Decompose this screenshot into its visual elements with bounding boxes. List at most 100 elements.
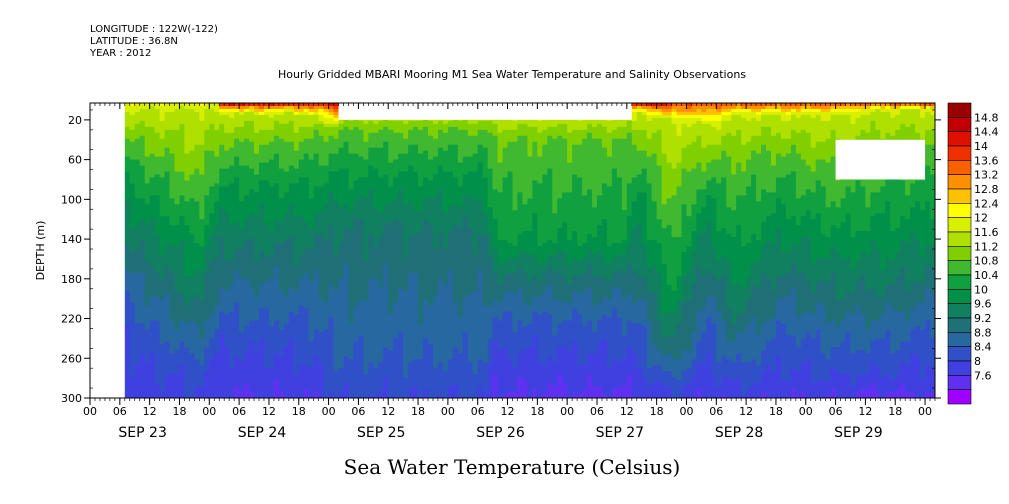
heatmap-cell	[263, 380, 270, 384]
heatmap-cell	[159, 222, 165, 226]
heatmap-cell	[159, 326, 165, 330]
heatmap-cell	[293, 120, 300, 125]
heatmap-cell	[129, 365, 136, 369]
heatmap-cell	[214, 135, 220, 140]
heatmap-cell	[244, 228, 250, 232]
heatmap-cell	[129, 392, 136, 396]
heatmap-cell	[244, 195, 250, 199]
heatmap-cell	[273, 326, 280, 330]
year-label: YEAR : 2012	[90, 48, 152, 59]
heatmap-cell	[259, 180, 265, 184]
heatmap-cell	[204, 111, 210, 116]
heatmap-cell	[293, 341, 300, 345]
heatmap-cell	[129, 254, 136, 259]
heatmap-cell	[234, 249, 240, 253]
heatmap-cell	[164, 335, 170, 339]
heatmap-cell	[263, 228, 270, 232]
heatmap-cell	[338, 180, 344, 184]
heatmap-cell	[159, 383, 165, 387]
heatmap-cell	[189, 329, 195, 333]
heatmap-cell	[204, 195, 210, 199]
heatmap-cell	[164, 344, 170, 348]
heatmap-cell	[129, 356, 136, 360]
heatmap-cell	[149, 335, 156, 339]
heatmap-cell	[214, 219, 220, 223]
heatmap-cell	[283, 332, 290, 336]
heatmap-cell	[249, 257, 255, 262]
heatmap-cell	[318, 350, 325, 354]
heatmap-cell	[328, 335, 334, 339]
heatmap-cell	[328, 272, 334, 277]
heatmap-cell	[194, 231, 200, 235]
heatmap-cell	[273, 237, 280, 241]
heatmap-cell	[134, 103, 141, 107]
heatmap-cell	[318, 317, 325, 321]
heatmap-cell	[273, 183, 280, 187]
heatmap-cell	[219, 338, 225, 342]
heatmap-cell	[239, 365, 245, 369]
heatmap-cell	[234, 207, 240, 211]
heatmap-cell	[323, 159, 329, 163]
heatmap-cell	[219, 141, 225, 146]
heatmap-cell	[278, 192, 285, 196]
heatmap-cell	[293, 356, 300, 360]
heatmap-cell	[244, 111, 250, 116]
heatmap-cell	[154, 290, 160, 295]
heatmap-cell	[184, 338, 190, 342]
heatmap-cell	[204, 281, 210, 286]
heatmap-cell	[278, 111, 285, 116]
heatmap-cell	[288, 165, 295, 169]
heatmap-cell	[323, 374, 329, 378]
heatmap-cell	[288, 278, 295, 283]
heatmap-cell	[184, 308, 190, 312]
heatmap-cell	[308, 249, 315, 253]
heatmap-cell	[244, 272, 250, 277]
heatmap-cell	[318, 123, 325, 128]
heatmap-cell	[194, 275, 200, 280]
heatmap-cell	[328, 359, 334, 363]
heatmap-cell	[254, 198, 260, 202]
heatmap-cell	[318, 302, 325, 307]
heatmap-cell	[224, 171, 230, 175]
heatmap-cell	[149, 344, 156, 348]
heatmap-cell	[129, 374, 136, 378]
heatmap-cell	[333, 350, 339, 354]
heatmap-cell	[273, 135, 280, 140]
heatmap-cell	[259, 144, 265, 149]
heatmap-cell	[154, 365, 160, 369]
heatmap-cell	[323, 275, 329, 280]
heatmap-cell	[254, 189, 260, 193]
heatmap-cell	[278, 281, 285, 286]
heatmap-cell	[129, 153, 136, 158]
heatmap-cell	[298, 210, 305, 214]
heatmap-cell	[244, 231, 250, 235]
heatmap-cell	[189, 314, 195, 318]
heatmap-cell	[273, 219, 280, 223]
heatmap-cell	[194, 192, 200, 196]
heatmap-cell	[159, 165, 165, 169]
heatmap-cell	[164, 195, 170, 199]
heatmap-cell	[219, 377, 225, 381]
heatmap-cell	[323, 153, 329, 158]
heatmap-cell	[318, 332, 325, 336]
heatmap-cell	[303, 237, 310, 241]
heatmap-cell	[318, 186, 325, 190]
heatmap-cell	[303, 302, 310, 307]
heatmap-cell	[204, 290, 210, 295]
heatmap-cell	[199, 251, 205, 256]
heatmap-cell	[169, 356, 175, 360]
heatmap-cell	[169, 302, 175, 307]
heatmap-cell	[194, 225, 200, 229]
heatmap-cell	[184, 314, 190, 318]
heatmap-cell	[199, 395, 205, 399]
heatmap-cell	[164, 299, 170, 304]
heatmap-cell	[199, 389, 205, 393]
heatmap-cell	[204, 383, 210, 387]
heatmap-cell	[174, 356, 180, 360]
heatmap-cell	[308, 377, 315, 381]
heatmap-cell	[308, 254, 315, 259]
heatmap-cell	[174, 290, 180, 295]
heatmap-cell	[199, 386, 205, 390]
heatmap-cell	[224, 269, 230, 274]
heatmap-cell	[184, 392, 190, 396]
